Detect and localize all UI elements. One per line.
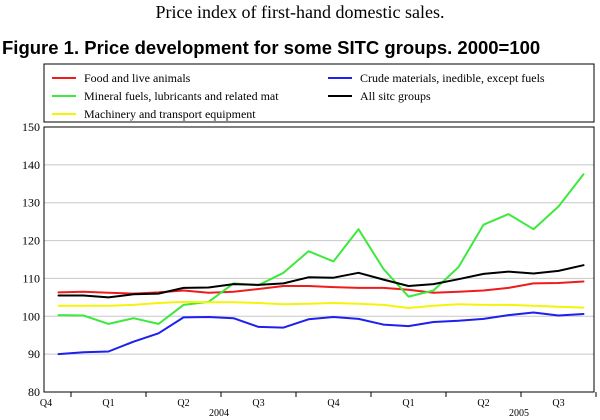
x-tick-label: Q2 [477, 398, 489, 409]
legend-label: Crude materials, inedible, except fuels [360, 71, 545, 85]
y-tick-label: 110 [22, 271, 40, 285]
series-line [57, 280, 585, 295]
y-tick-label: 90 [28, 347, 40, 361]
y-tick-label: 150 [22, 120, 40, 134]
x-tick-label: Q1 [402, 398, 414, 409]
x-tick-label: Q2 [177, 398, 189, 409]
y-tick-label: 140 [22, 158, 40, 172]
x-tick-label: Q4 [327, 398, 339, 409]
plot-frame [43, 126, 595, 393]
figure-title: Figure 1. Price development for some SIT… [2, 37, 541, 58]
x-tick-label: Q3 [252, 398, 264, 409]
legend-label: Food and live animals [84, 71, 191, 85]
x-tick-label: Q3 [552, 398, 564, 409]
year-label: 2005 [509, 408, 529, 419]
x-tick-label: Q4 [40, 398, 52, 409]
y-tick-label: 100 [22, 309, 40, 323]
legend-label: All sitc groups [360, 89, 431, 103]
legend-label: Mineral fuels, lubricants and related ma… [84, 89, 279, 103]
year-label: 2004 [209, 408, 229, 419]
legend-label: Machinery and transport equipment [84, 107, 256, 121]
series-line [57, 264, 585, 299]
y-tick-label: 130 [22, 196, 40, 210]
y-tick-label: 80 [28, 385, 40, 399]
series-line [57, 173, 585, 325]
series-line [57, 300, 585, 309]
y-tick-label: 120 [22, 234, 40, 248]
legend [43, 63, 595, 123]
x-tick-label: Q1 [102, 398, 114, 409]
page-heading: Price index of first-hand domestic sales… [155, 2, 445, 22]
series-line [57, 311, 585, 356]
